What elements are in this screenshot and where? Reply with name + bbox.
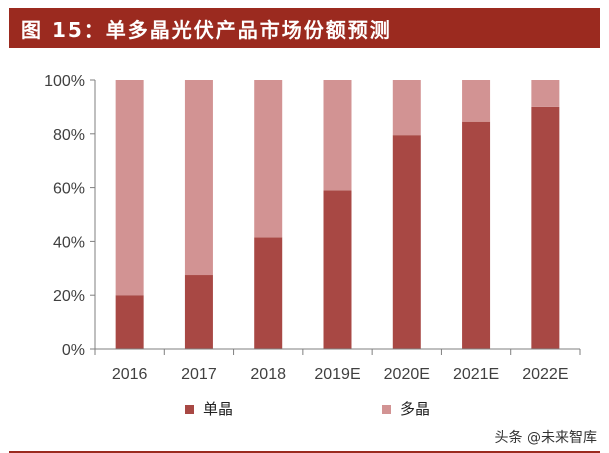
x-tick-label: 2021E (453, 366, 499, 383)
legend-label: 多晶 (400, 400, 430, 418)
figure-title: 图 15：单多晶光伏产品市场份额预测 (9, 8, 600, 48)
bar-poly-2018 (254, 80, 283, 238)
legend-swatch (185, 405, 194, 414)
bar-mono-2022E (531, 106, 560, 350)
x-axis: 2016 2017 2018 2019E 2020E 2021E 2022E (94, 348, 581, 383)
x-tick-label: 2020E (384, 366, 430, 383)
y-tick-label: 100% (44, 73, 85, 90)
y-tick-label: 20% (53, 288, 85, 305)
bar-poly-2020E (392, 80, 421, 136)
bar-mono-2021E (462, 121, 491, 349)
legend-label: 单晶 (203, 400, 233, 418)
x-tick-label: 2016 (112, 366, 148, 383)
bar-mono-2016 (115, 295, 144, 349)
bar-mono-2019E (323, 190, 352, 349)
bar-poly-2022E (531, 80, 560, 107)
figure-title-text: 图 15：单多晶光伏产品市场份额预测 (21, 17, 392, 42)
y-axis: 0% 20% 40% 60% 80% 100% (44, 73, 96, 359)
y-tick-label: 80% (53, 127, 85, 144)
x-tick-label: 2022E (522, 366, 568, 383)
bar-mono-2017 (184, 275, 213, 349)
legend-swatch (382, 405, 391, 414)
y-tick-label: 40% (53, 234, 85, 251)
bar-mono-2018 (254, 237, 283, 349)
legend: 单晶 多晶 (185, 400, 430, 418)
y-tick-label: 0% (62, 342, 85, 359)
x-tick-label: 2019E (314, 366, 360, 383)
bar-poly-2021E (462, 80, 491, 122)
bottom-rule (9, 451, 600, 453)
y-tick-label: 60% (53, 181, 85, 198)
watermark: 头条 @未来智库 (494, 430, 597, 446)
bar-mono-2020E (392, 135, 421, 349)
bar-poly-2016 (115, 80, 144, 296)
bar-poly-2019E (323, 80, 352, 191)
x-tick-label: 2017 (181, 366, 217, 383)
bar-poly-2017 (184, 80, 213, 276)
x-tick-label: 2018 (250, 366, 286, 383)
bars (115, 80, 560, 350)
